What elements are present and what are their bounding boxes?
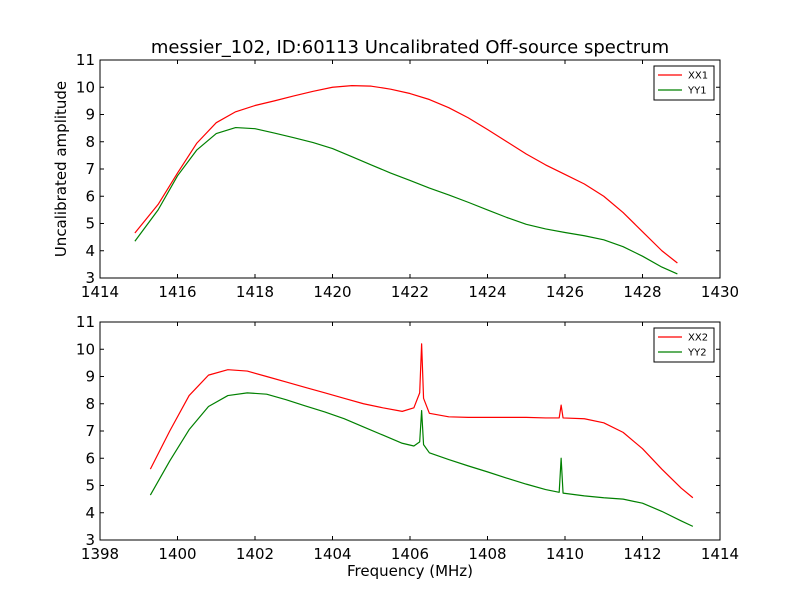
x-tick-label: 1428 — [623, 283, 661, 301]
y-tick-label: 8 — [85, 133, 95, 151]
y-tick-label: 6 — [85, 449, 95, 467]
x-axis-label: Frequency (MHz) — [347, 562, 473, 580]
plot-area — [100, 60, 720, 278]
legend-box — [653, 65, 715, 101]
x-tick-label: 1422 — [391, 283, 429, 301]
y-tick-label: 7 — [85, 422, 95, 440]
y-axis-label: Uncalibrated amplitude — [52, 81, 70, 257]
x-tick-label: 1402 — [236, 545, 274, 563]
series-line-xx1 — [134, 85, 678, 264]
y-tick-label: 4 — [85, 242, 95, 260]
x-tick-label: 1414 — [701, 545, 739, 563]
y-tick-label: 4 — [85, 504, 95, 522]
y-tick-label: 6 — [85, 187, 95, 205]
x-tick-label: 1400 — [158, 545, 196, 563]
legend-label-xx2: XX2 — [688, 333, 708, 344]
y-tick-label: 9 — [85, 368, 95, 386]
subplot-1: 1414 1416 1418 1420 1422 1424 1426 1428 1430 3 4 5 6… — [52, 37, 739, 301]
y-tick-label: 3 — [85, 269, 95, 287]
series-line-yy1 — [134, 126, 678, 275]
x-tick-label: 1414 — [81, 283, 119, 301]
x-tick-label: 1418 — [236, 283, 274, 301]
x-tick-label: 1420 — [313, 283, 351, 301]
x-tick-label: 1408 — [468, 545, 506, 563]
y-tick-label: 9 — [85, 106, 95, 124]
y-tick-label: 8 — [85, 395, 95, 413]
plot-area — [100, 322, 720, 540]
x-tick-label: 1430 — [701, 283, 739, 301]
x-tick-label: 1410 — [546, 545, 584, 563]
series-line-yy2 — [149, 392, 694, 527]
x-tick-label: 1426 — [546, 283, 584, 301]
x-tick-label: 1424 — [468, 283, 506, 301]
y-tick-label: 10 — [76, 78, 95, 96]
subplot-2: 1398 1400 1402 1404 1406 1408 1410 1412 1414 3 4 5 6… — [76, 313, 739, 580]
legend-label-yy2: YY2 — [687, 348, 707, 359]
y-tick-label: 10 — [76, 340, 95, 358]
x-tick-label: 1406 — [391, 545, 429, 563]
x-tick-label: 1412 — [623, 545, 661, 563]
y-tick-label: 5 — [85, 477, 95, 495]
x-tick-label: 1416 — [158, 283, 196, 301]
legend-label-xx1: XX1 — [688, 71, 708, 82]
y-tick-label: 7 — [85, 160, 95, 178]
chart-title: messier_102, ID:60113 Uncalibrated Off-s… — [151, 37, 669, 58]
x-tick-label: 1404 — [313, 545, 351, 563]
y-tick-label: 11 — [76, 313, 95, 331]
legend-box — [653, 327, 715, 363]
series-line-xx2 — [149, 343, 694, 499]
x-tick-label: 1398 — [81, 545, 119, 563]
y-tick-label: 5 — [85, 215, 95, 233]
y-tick-label: 3 — [85, 531, 95, 549]
legend-label-yy1: YY1 — [687, 86, 707, 97]
y-tick-label: 11 — [76, 51, 95, 69]
